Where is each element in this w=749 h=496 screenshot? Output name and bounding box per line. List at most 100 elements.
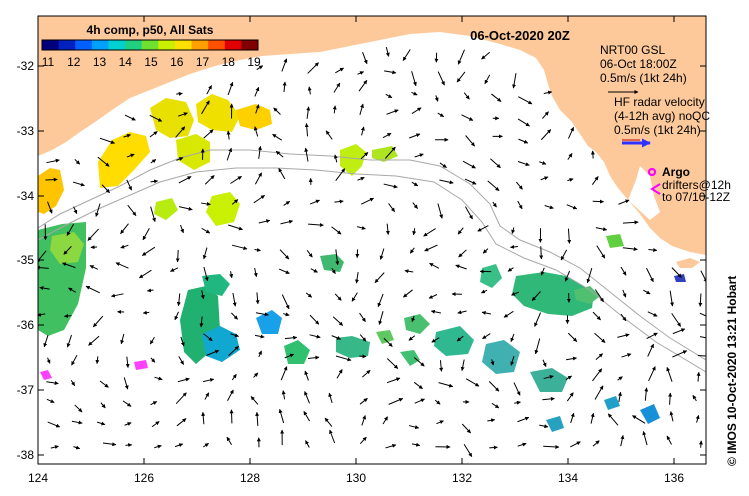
colorbar-swatch (241, 40, 259, 50)
current-arrow (570, 441, 581, 448)
current-arrow (386, 377, 401, 384)
current-arrow (258, 219, 271, 224)
current-arrow (534, 312, 542, 327)
colorbar-tick-label: 11 (42, 55, 55, 69)
current-arrow (142, 310, 150, 315)
current-arrow (70, 379, 76, 387)
current-arrow (170, 267, 179, 272)
current-arrow (481, 51, 491, 60)
land-eyre-peninsula (628, 166, 660, 220)
current-arrow (335, 355, 352, 362)
x-tick-label: 132 (452, 471, 472, 485)
current-arrow (283, 200, 291, 206)
current-arrow (542, 396, 555, 401)
current-arrow (570, 412, 575, 424)
current-arrow (413, 381, 423, 390)
colorbar-swatch (108, 40, 126, 50)
current-arrow (63, 245, 72, 255)
current-arrow (439, 360, 444, 372)
current-arrow (281, 390, 286, 400)
legend-argo-icon (648, 168, 656, 176)
current-arrow (696, 371, 701, 382)
current-arrow (201, 201, 211, 206)
current-arrow (329, 429, 336, 444)
current-arrow (255, 411, 260, 426)
current-arrow (332, 105, 337, 114)
current-arrow (306, 106, 311, 119)
current-arrow (620, 435, 625, 447)
current-arrow (124, 422, 132, 426)
current-arrow (123, 133, 131, 138)
current-arrow (386, 358, 399, 369)
current-arrow (404, 269, 414, 274)
current-arrow (325, 130, 333, 140)
colorbar-tick-label: 18 (222, 55, 236, 69)
current-arrow (204, 392, 210, 400)
current-arrow (461, 423, 471, 434)
current-arrow (436, 420, 444, 425)
current-arrow (47, 201, 53, 214)
current-arrow (275, 150, 284, 158)
colorbar-swatch (224, 40, 242, 50)
current-arrow (309, 334, 321, 339)
current-arrow (411, 91, 418, 96)
x-tick-label: 124 (28, 471, 48, 485)
current-arrow (303, 410, 311, 422)
legend-hf-title: HF radar velocity (614, 95, 705, 109)
current-arrow (488, 381, 500, 392)
current-arrow (231, 374, 237, 381)
current-arrow (142, 228, 150, 241)
current-arrow (540, 176, 549, 181)
current-arrow (278, 167, 286, 180)
current-arrow (437, 112, 445, 118)
current-arrow (379, 248, 385, 260)
current-arrow (253, 126, 259, 137)
current-arrow (89, 265, 99, 270)
current-arrow (255, 292, 260, 305)
current-arrow (150, 179, 159, 184)
legend-hf-scale: 0.5m/s (1kt 24h) (614, 123, 701, 137)
current-arrow (154, 376, 163, 381)
current-arrow (596, 245, 606, 259)
current-arrow (383, 183, 398, 189)
current-arrow (176, 157, 184, 161)
current-arrow (333, 154, 338, 163)
current-arrow (434, 95, 439, 102)
current-arrow (411, 71, 417, 87)
current-arrow (150, 357, 156, 363)
current-arrow (510, 333, 515, 343)
current-arrow (361, 197, 374, 205)
current-arrow (617, 376, 623, 381)
current-arrow (310, 268, 318, 273)
current-arrow (382, 132, 392, 139)
current-arrow (355, 272, 359, 284)
current-arrow (594, 289, 604, 303)
current-arrow (671, 267, 682, 278)
current-arrow (672, 350, 688, 358)
current-arrow (178, 176, 192, 184)
current-arrow (176, 293, 181, 307)
current-arrow (87, 228, 100, 241)
current-arrow (228, 345, 239, 356)
current-arrow (331, 226, 342, 235)
current-arrow (402, 49, 411, 61)
current-arrow (45, 177, 58, 182)
y-tick-label: -34 (17, 189, 35, 203)
colorbar-swatch (91, 40, 109, 50)
current-vector-field (38, 47, 706, 457)
current-arrow (492, 201, 497, 208)
current-arrow (461, 114, 474, 121)
current-arrow (43, 335, 49, 348)
current-arrow (100, 402, 106, 409)
current-arrow (333, 82, 341, 93)
current-arrow (487, 180, 500, 192)
current-arrow (430, 309, 442, 314)
current-arrow (307, 86, 312, 95)
current-arrow (126, 179, 133, 191)
current-arrow (74, 404, 83, 413)
x-tick-label: 130 (346, 471, 366, 485)
y-tick-label: -36 (17, 318, 35, 332)
current-arrow (411, 315, 416, 323)
current-arrow (669, 290, 674, 307)
